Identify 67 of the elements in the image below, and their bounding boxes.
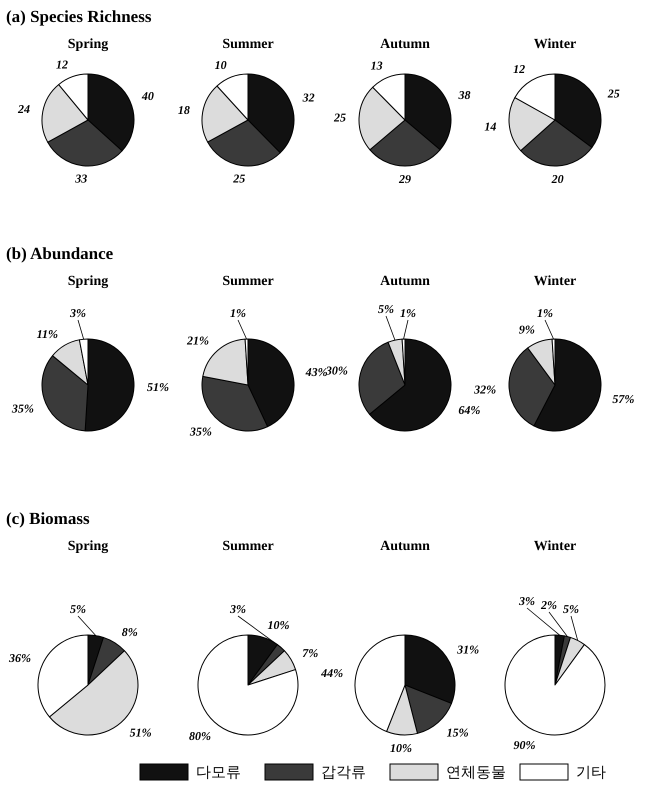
data-label: 32 <box>302 90 315 105</box>
data-label: 18 <box>178 103 190 118</box>
chart-title: Summer <box>222 539 274 554</box>
data-label: 7% <box>302 646 318 660</box>
data-label: 3% <box>69 306 86 320</box>
data-label: 1% <box>230 306 246 320</box>
chart-title: Summer <box>222 37 274 52</box>
chart-title: Autumn <box>380 274 430 289</box>
data-label: 29 <box>398 172 411 186</box>
data-label: 44% <box>320 666 344 680</box>
data-label: 90% <box>514 738 536 752</box>
chart-subtitle: (c) Biomass <box>6 509 90 528</box>
data-label: 11% <box>36 327 58 342</box>
data-label: 51% <box>146 380 169 394</box>
data-label: 20 <box>550 172 564 186</box>
data-label: 10% <box>267 618 290 632</box>
data-label: 2% <box>540 598 557 612</box>
data-label: 35% <box>188 424 212 439</box>
data-label: 14 <box>484 120 496 134</box>
data-label: 9% <box>518 322 535 337</box>
chart-title: Summer <box>222 274 274 289</box>
chart-subtitle: (b) Abundance <box>6 244 114 263</box>
legend-label: 갑각류 <box>321 763 366 781</box>
data-label: 12 <box>513 62 526 76</box>
chart-title: Autumn <box>380 37 430 52</box>
data-label: 5% <box>70 602 86 616</box>
data-label: 3% <box>229 602 246 616</box>
data-label: 8% <box>122 624 138 639</box>
data-label: 1% <box>400 306 416 320</box>
data-label: 1% <box>537 306 553 320</box>
data-label: 25 <box>606 86 620 101</box>
chart-title: Autumn <box>380 539 430 554</box>
data-label: 12 <box>56 57 68 72</box>
chart-title: Spring <box>68 539 108 554</box>
data-label: 31% <box>456 642 480 657</box>
data-label: 57% <box>612 392 634 406</box>
legend-label: 다모류 <box>196 763 241 781</box>
chart-subtitle: (a) Species Richness <box>6 7 152 26</box>
chart-title: Winter <box>534 539 576 554</box>
data-label: 24 <box>17 102 30 116</box>
data-label: 36% <box>8 651 31 666</box>
data-label: 5% <box>563 602 579 616</box>
pie-slice <box>504 634 606 736</box>
data-label: 25 <box>333 110 346 124</box>
chart-title: Spring <box>68 274 108 289</box>
data-label: 51% <box>130 725 152 740</box>
chart-title: Spring <box>68 37 108 52</box>
data-label: 13 <box>370 58 383 72</box>
data-label: 15% <box>446 725 469 740</box>
data-label: 5% <box>378 302 394 316</box>
data-label: 21% <box>186 334 209 348</box>
legend-label: 연체동물 <box>446 763 506 781</box>
data-label: 80% <box>188 728 211 743</box>
data-label: 10 <box>214 58 227 72</box>
data-label: 33 <box>74 172 88 186</box>
data-label: 64% <box>458 403 480 418</box>
data-label: 32% <box>473 382 496 397</box>
data-label: 3% <box>518 594 535 608</box>
data-label: 40 <box>140 89 154 104</box>
data-label: 38 <box>458 88 471 102</box>
legend-label: 기타 <box>576 763 606 781</box>
data-label: 43% <box>304 365 328 380</box>
chart-title: Winter <box>534 37 576 52</box>
data-label: 10% <box>390 740 412 755</box>
chart-title: Winter <box>534 274 576 289</box>
data-label: 25 <box>232 171 246 186</box>
data-label: 35% <box>10 401 34 416</box>
